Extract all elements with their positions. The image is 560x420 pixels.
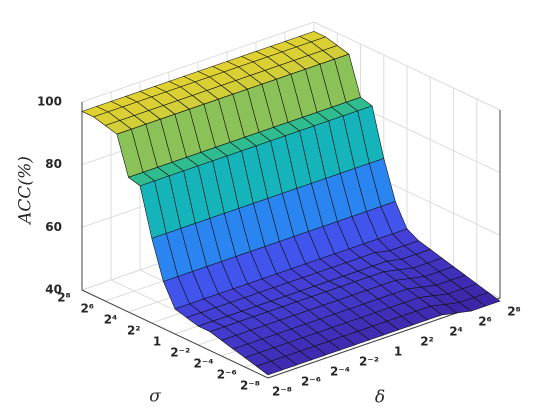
axis-line <box>267 110 501 379</box>
y-tick-label: 2⁻⁸ <box>240 379 260 393</box>
surface-patch <box>255 360 284 376</box>
x-tick-label: 2⁴ <box>449 325 463 339</box>
x-tick-label: 2⁻⁴ <box>330 365 350 379</box>
grid-line <box>81 21 501 111</box>
y-tick-label: 2⁻⁴ <box>194 357 214 371</box>
z-axis-label: ACC(%) <box>16 156 36 226</box>
x-tick-label: 2⁻² <box>359 355 379 369</box>
x-tick-label: 2⁻⁸ <box>272 385 292 399</box>
x-tick-label: 2⁻⁶ <box>301 375 321 389</box>
z-tick-label: 100 <box>37 95 62 109</box>
x-tick-label: 2⁶ <box>478 315 492 329</box>
z-tick-label: 40 <box>45 283 62 297</box>
y-tick-label: 2⁴ <box>104 313 118 327</box>
x-axis-label: δ <box>375 388 385 408</box>
y-tick-label: 2² <box>127 324 141 338</box>
z-tick-label: 60 <box>45 220 62 234</box>
axis-line <box>81 102 269 379</box>
x-tick-label: 1 <box>394 345 402 359</box>
y-tick-label: 2⁶ <box>80 302 94 316</box>
y-tick-label: 2⁸ <box>57 291 71 305</box>
y-axis-label: σ <box>149 387 161 407</box>
x-tick-label: 2² <box>420 335 434 349</box>
z-tick-label: 80 <box>45 157 62 171</box>
x-tick-label: 2⁸ <box>507 305 521 319</box>
y-tick-label: 2⁻⁶ <box>217 368 237 382</box>
y-tick-label: 2⁻² <box>170 346 190 360</box>
y-tick-label: 1 <box>153 335 161 349</box>
